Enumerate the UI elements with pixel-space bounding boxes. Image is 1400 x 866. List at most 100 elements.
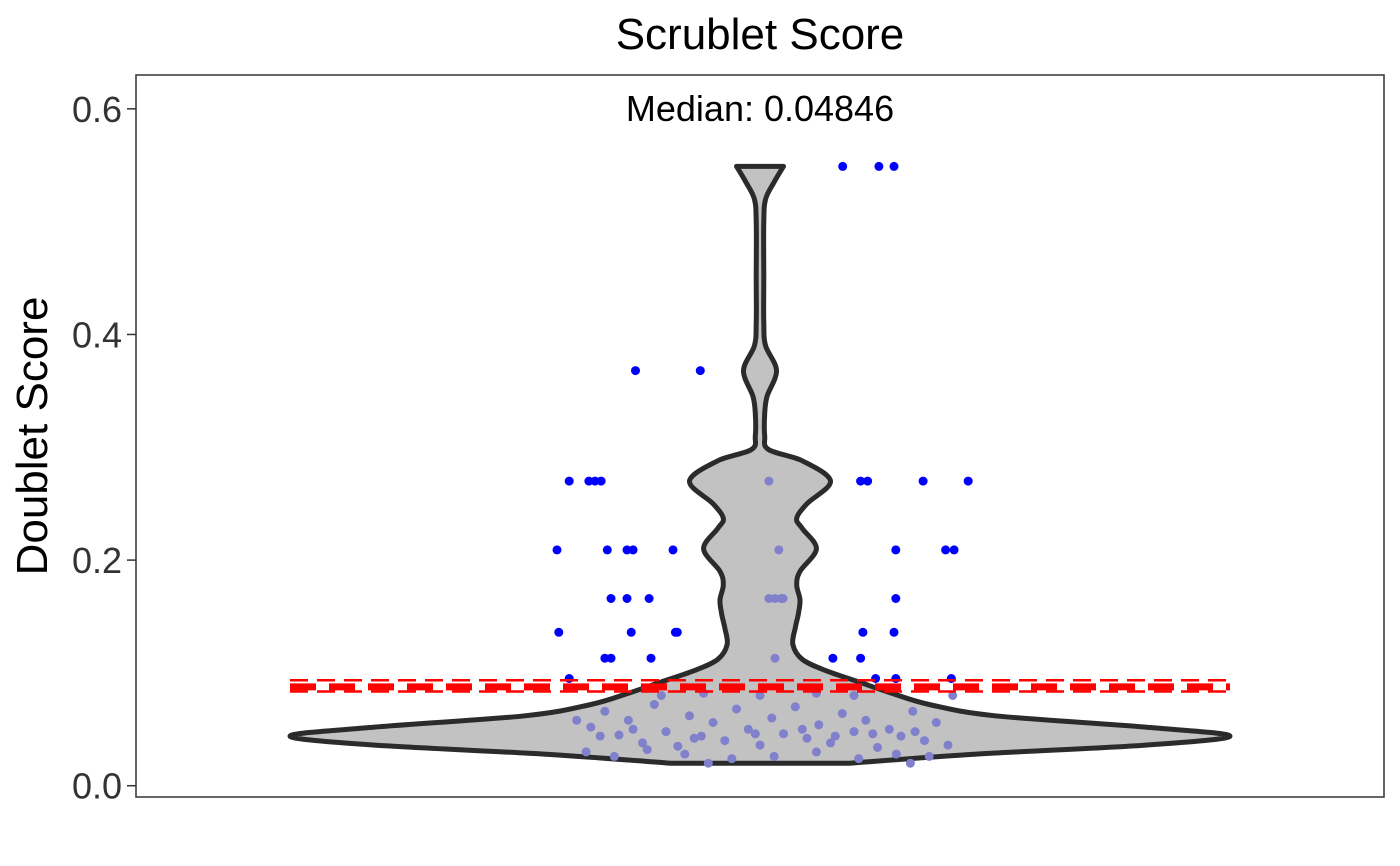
chart-title: Scrublet Score — [616, 10, 905, 59]
doublet-point-10 — [863, 476, 873, 486]
singlet-point-42 — [680, 749, 690, 759]
singlet-point-8 — [586, 722, 596, 732]
singlet-point-32 — [873, 742, 882, 752]
doublet-point-30 — [889, 627, 899, 637]
y-axis-label: Doublet Score — [8, 297, 57, 576]
singlet-point-38 — [943, 740, 953, 750]
singlet-point-63 — [868, 729, 878, 739]
doublet-point-4 — [695, 366, 705, 376]
y-tick-label-1: 0.2 — [72, 540, 122, 581]
singlet-point-49 — [703, 758, 713, 768]
singlet-point-43 — [727, 754, 737, 764]
doublet-point-33 — [646, 653, 656, 663]
singlet-point-12 — [638, 738, 647, 748]
doublet-point-19 — [941, 545, 951, 555]
singlet-point-0 — [764, 476, 774, 486]
singlet-point-28 — [826, 738, 835, 748]
doublet-point-13 — [552, 545, 562, 555]
singlet-point-61 — [797, 724, 807, 734]
singlet-point-40 — [609, 751, 619, 761]
singlet-point-23 — [767, 713, 777, 723]
doublet-point-1 — [874, 161, 884, 171]
singlet-point-35 — [908, 706, 918, 716]
singlet-point-7 — [572, 715, 582, 725]
singlet-point-31 — [861, 715, 871, 725]
median-annotation: Median: 0.04846 — [626, 88, 894, 129]
doublet-point-11 — [918, 476, 928, 486]
singlet-point-25 — [790, 702, 800, 712]
singlet-point-60 — [750, 729, 760, 739]
singlet-point-51 — [656, 691, 666, 700]
violin-layer — [287, 163, 1233, 766]
singlet-point-27 — [814, 720, 824, 730]
doublet-point-24 — [891, 594, 901, 603]
doublet-point-5 — [564, 476, 574, 486]
singlet-point-15 — [673, 741, 683, 751]
singlet-point-21 — [743, 724, 753, 734]
singlet-point-45 — [811, 747, 821, 757]
singlet-point-50 — [905, 758, 915, 768]
singlet-point-13 — [649, 700, 659, 709]
doublet-point-16 — [628, 545, 638, 555]
singlet-point-53 — [755, 691, 765, 700]
singlet-point-6 — [770, 653, 780, 663]
violin-body — [287, 163, 1233, 766]
doublet-point-35 — [856, 653, 866, 663]
singlet-point-47 — [891, 749, 901, 759]
doublet-point-38 — [891, 674, 901, 683]
doublet-point-28 — [672, 627, 682, 637]
singlet-point-44 — [769, 751, 779, 761]
doublet-point-17 — [668, 545, 678, 555]
doublet-point-32 — [606, 653, 616, 663]
doublet-point-37 — [871, 674, 881, 683]
doublet-point-34 — [828, 653, 838, 663]
doublet-point-18 — [891, 545, 901, 555]
singlet-point-46 — [854, 754, 864, 764]
singlet-point-5 — [778, 594, 788, 603]
singlet-point-58 — [628, 724, 638, 734]
singlet-point-29 — [837, 709, 847, 718]
singlet-point-56 — [948, 691, 958, 700]
doublet-point-2 — [889, 161, 899, 171]
singlet-point-22 — [755, 740, 765, 750]
doublet-point-39 — [946, 674, 956, 683]
y-tick-label-0: 0.0 — [72, 766, 122, 807]
doublet-point-25 — [554, 627, 564, 637]
points-layer — [552, 161, 973, 768]
singlet-point-36 — [920, 736, 929, 746]
singlet-point-20 — [732, 704, 741, 714]
singlet-point-37 — [931, 718, 941, 727]
singlet-point-59 — [689, 733, 699, 743]
singlet-point-64 — [910, 727, 920, 737]
singlet-point-18 — [708, 718, 718, 727]
doublet-point-0 — [838, 161, 848, 171]
singlet-point-62 — [830, 731, 840, 741]
y-tick-label-2: 0.4 — [72, 314, 122, 355]
singlet-point-26 — [802, 733, 812, 743]
threshold-layer — [290, 678, 1230, 693]
doublet-point-26 — [626, 627, 636, 637]
y-axis: 0.0 0.2 0.4 0.6 — [72, 89, 136, 807]
singlet-point-19 — [720, 736, 730, 746]
y-tick-label-3: 0.6 — [72, 89, 122, 130]
singlet-point-34 — [896, 731, 906, 741]
doublet-point-3 — [631, 366, 640, 376]
doublet-point-9 — [856, 476, 866, 486]
doublet-point-21 — [606, 594, 616, 603]
singlet-point-39 — [581, 747, 591, 757]
singlet-point-1 — [774, 545, 784, 555]
singlet-point-16 — [685, 711, 694, 721]
doublet-point-12 — [963, 476, 973, 486]
singlet-point-14 — [661, 727, 671, 737]
doublet-point-23 — [644, 594, 654, 603]
singlet-point-33 — [884, 724, 894, 734]
doublet-point-29 — [858, 627, 868, 637]
singlet-point-10 — [614, 730, 624, 740]
doublet-point-14 — [602, 545, 612, 555]
singlet-point-57 — [595, 731, 605, 741]
singlet-point-41 — [642, 745, 652, 755]
singlet-point-24 — [779, 729, 788, 739]
doublet-point-22 — [622, 594, 632, 603]
doublet-point-20 — [949, 545, 959, 555]
